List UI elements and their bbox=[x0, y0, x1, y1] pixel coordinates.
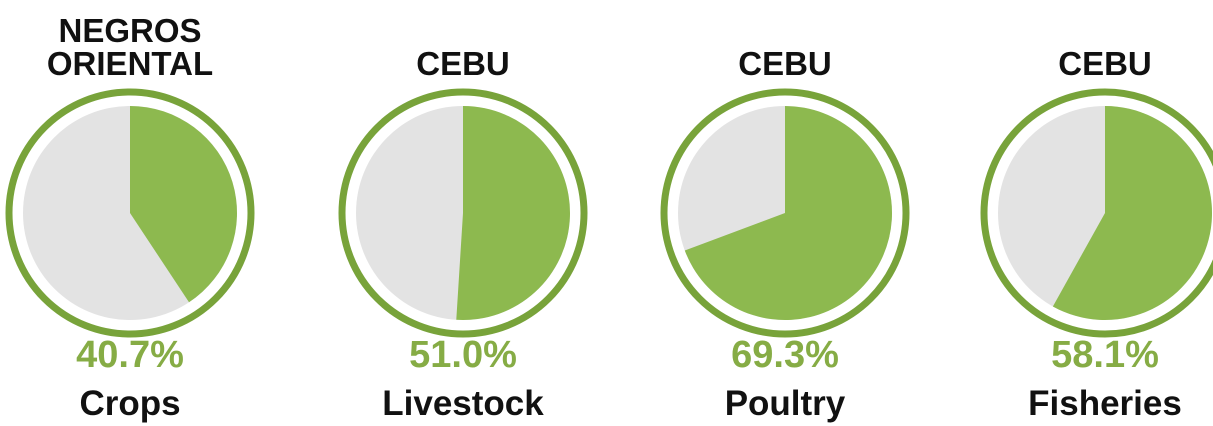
percentage-label: 69.3% bbox=[655, 334, 915, 377]
region-title: CEBU bbox=[685, 6, 885, 80]
percentage-label: 51.0% bbox=[333, 334, 593, 377]
percentage-label: 40.7% bbox=[0, 334, 260, 377]
category-label: Fisheries bbox=[975, 384, 1213, 424]
region-title: CEBU bbox=[1005, 6, 1205, 80]
percentage-label: 58.1% bbox=[975, 334, 1213, 377]
region-card: CEBU 58.1% Fisheries bbox=[975, 0, 1213, 426]
category-label: Livestock bbox=[333, 384, 593, 424]
region-card: CEBU 51.0% Livestock bbox=[333, 0, 593, 426]
region-card: CEBU 69.3% Poultry bbox=[655, 0, 915, 426]
region-card: NEGROS ORIENTAL 40.7% Crops bbox=[0, 0, 260, 426]
pie-chart bbox=[333, 85, 593, 341]
region-title: NEGROS ORIENTAL bbox=[30, 6, 230, 80]
infographic: NEGROS ORIENTAL 40.7% Crops CEBU 51.0% Livest… bbox=[0, 0, 1213, 426]
category-label: Poultry bbox=[655, 384, 915, 424]
pie-chart bbox=[975, 85, 1213, 341]
region-title: CEBU bbox=[363, 6, 563, 80]
pie-chart bbox=[655, 85, 915, 341]
pie-chart bbox=[0, 85, 260, 341]
category-label: Crops bbox=[0, 384, 260, 424]
